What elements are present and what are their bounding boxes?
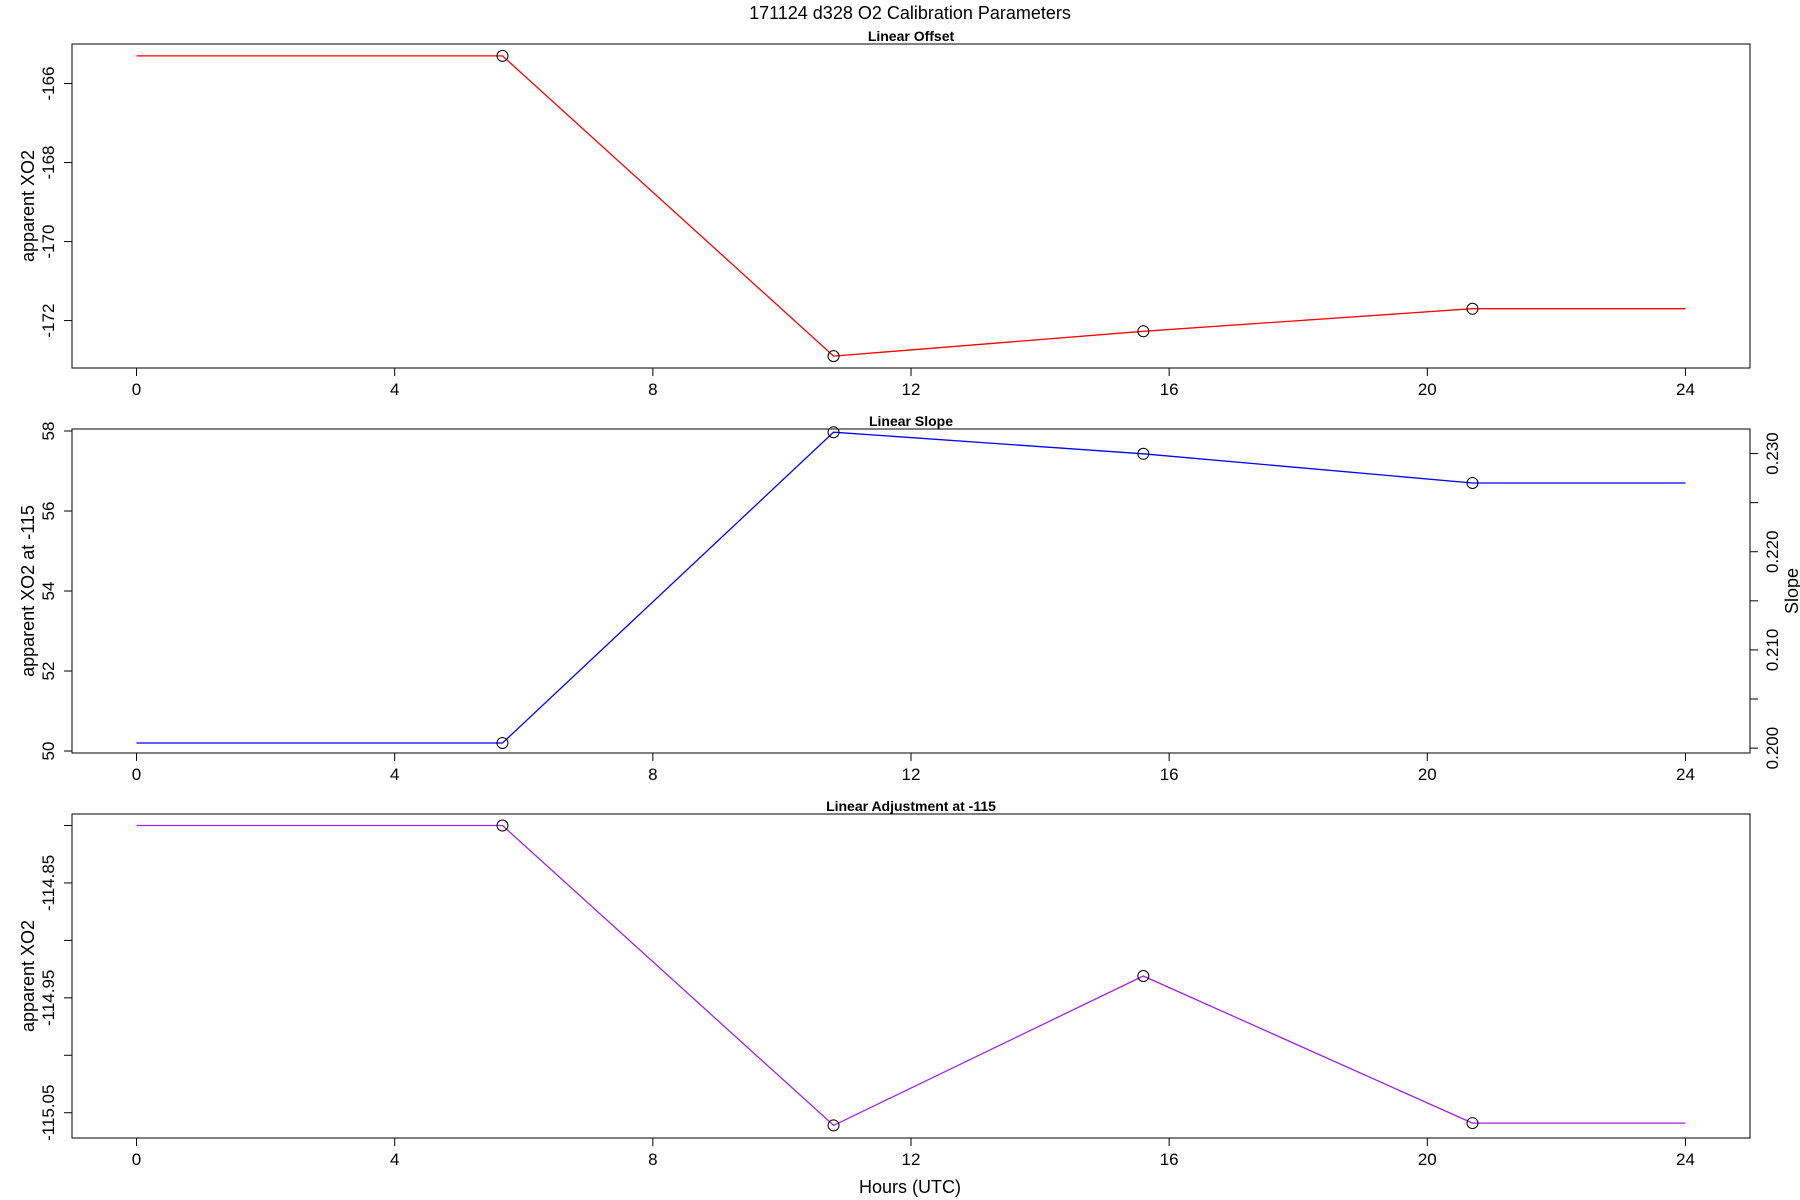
y-tick-label: 50 [39, 742, 58, 761]
y-tick-label: -114.95 [39, 970, 58, 1026]
x-tick-label: 8 [648, 765, 657, 784]
y-tick-label: 56 [39, 502, 58, 521]
y-tick-label: -115.05 [39, 1085, 58, 1141]
panel-title: Linear Adjustment at -115 [826, 798, 996, 814]
panel-title: Linear Offset [868, 28, 955, 44]
series-line [136, 55, 1686, 357]
y-axis-label: apparent XO2 at -115 [18, 505, 38, 677]
x-axis: 0 4 8 12 16 20 24 [132, 752, 1695, 784]
panel-3: Linear Adjustment at -115 0 4 8 12 16 20 24 -114… [18, 798, 1751, 1169]
x-axis-label: Hours (UTC) [859, 1177, 961, 1197]
data-point [827, 426, 840, 439]
x-tick-label: 20 [1418, 1150, 1437, 1169]
y-axis: -114.85 -114.95 -115.05 [39, 824, 73, 1141]
y-tick-label: 52 [39, 662, 58, 681]
y-axis: -166 -168 -170 -172 [39, 66, 73, 338]
x-tick-label: 0 [132, 380, 141, 399]
y-tick-label: -114.85 [39, 855, 58, 911]
y-axis: 50 52 54 56 58 [39, 422, 73, 761]
y-tick-label: -172 [39, 304, 58, 338]
y2-axis: 0.200 0.210 0.220 0.230 [1749, 432, 1782, 770]
plot-frame [71, 428, 1751, 754]
x-tick-label: 4 [390, 380, 399, 399]
data-point [1137, 325, 1150, 338]
data-point [1466, 1117, 1479, 1130]
x-tick-label: 0 [132, 765, 141, 784]
x-tick-label: 8 [648, 380, 657, 399]
y2-tick-label: 0.220 [1763, 530, 1782, 573]
x-tick-label: 20 [1418, 765, 1437, 784]
x-tick-label: 4 [390, 765, 399, 784]
x-tick-label: 20 [1418, 380, 1437, 399]
series-line [136, 431, 1686, 744]
x-tick-label: 24 [1676, 1150, 1695, 1169]
y-axis-label: apparent XO2 [18, 150, 38, 262]
x-tick-label: 12 [902, 1150, 921, 1169]
x-tick-label: 24 [1676, 380, 1695, 399]
y-tick-label: -168 [39, 146, 58, 180]
data-point [1137, 970, 1150, 982]
panel-title: Linear Slope [869, 413, 953, 429]
data-point [496, 737, 509, 749]
x-tick-label: 16 [1160, 380, 1179, 399]
x-axis: 0 4 8 12 16 20 24 [132, 1137, 1695, 1169]
x-tick-label: 4 [390, 1150, 399, 1169]
x-tick-label: 12 [902, 380, 921, 399]
panel-1: Linear Offset 0 4 8 12 16 20 24 -166 -168 -170 -172… [18, 28, 1751, 399]
plot-frame [71, 43, 1751, 369]
x-tick-label: 16 [1160, 765, 1179, 784]
y2-axis-label: Slope [1782, 568, 1800, 614]
data-point [827, 1119, 840, 1132]
data-point [827, 350, 840, 363]
x-tick-label: 24 [1676, 765, 1695, 784]
y-tick-label: -166 [39, 66, 58, 100]
y-tick-label: 54 [39, 582, 58, 601]
plot-frame [71, 813, 1751, 1139]
x-tick-label: 8 [648, 1150, 657, 1169]
figure-title: 171124 d328 O2 Calibration Parameters [749, 3, 1071, 23]
x-tick-label: 12 [902, 765, 921, 784]
x-axis: 0 4 8 12 16 20 24 [132, 367, 1695, 399]
y-axis-label: apparent XO2 [18, 920, 38, 1032]
data-point [1466, 302, 1479, 315]
data-point [1466, 477, 1479, 489]
data-point [496, 819, 509, 832]
y2-tick-label: 0.200 [1763, 727, 1782, 770]
data-point [496, 49, 509, 62]
y2-tick-label: 0.210 [1763, 629, 1782, 672]
data-point [1137, 447, 1150, 460]
y2-tick-label: 0.230 [1763, 432, 1782, 475]
x-tick-label: 0 [132, 1150, 141, 1169]
x-tick-label: 16 [1160, 1150, 1179, 1169]
panel-2: Linear Slope 0 4 8 12 16 20 24 50 52 54 56 58 apparen… [18, 413, 1800, 784]
y-tick-label: 58 [39, 422, 58, 441]
y-tick-label: -170 [39, 225, 58, 259]
series-line [136, 824, 1686, 1127]
